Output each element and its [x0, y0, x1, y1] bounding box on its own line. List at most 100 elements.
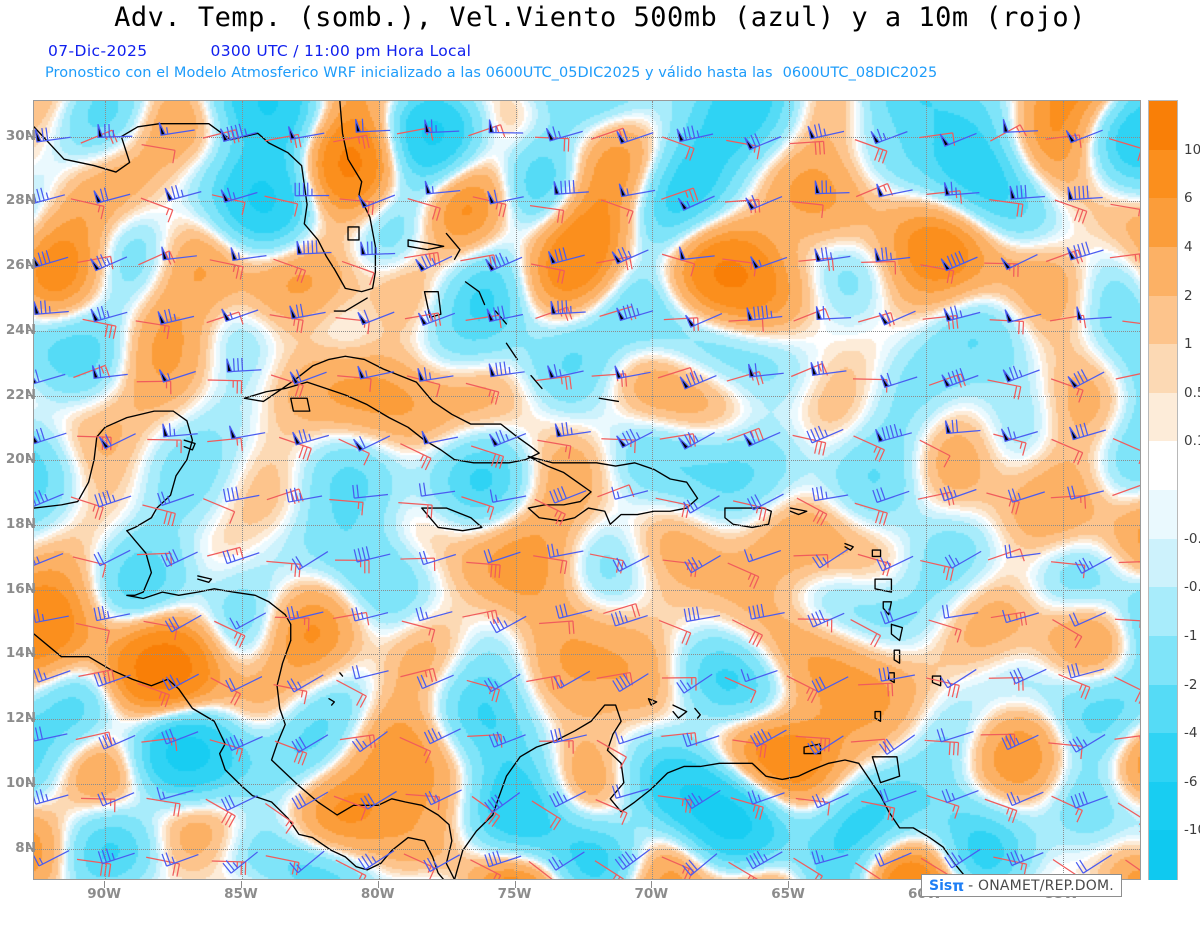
wind-barb-500mb: [34, 187, 66, 204]
colorbar-tick-label: 2: [1184, 287, 1193, 304]
wind-barb-10m: [726, 371, 764, 386]
wind-barb-500mb: [219, 123, 257, 142]
wind-barb-500mb: [229, 612, 267, 630]
wind-barb-500mb: [1007, 488, 1045, 503]
wind-barb-10m: [1114, 618, 1140, 628]
wind-barb-500mb: [291, 551, 329, 571]
wind-barb-500mb: [93, 606, 131, 622]
wind-barb-10m: [1118, 561, 1140, 564]
coastline-stkitts: [844, 542, 854, 551]
latitude-tick: [27, 653, 34, 655]
wind-barb-500mb: [807, 123, 845, 140]
wind-barb-500mb: [684, 789, 721, 810]
wind-barb-500mb: [872, 487, 910, 503]
wind-barb-500mb: [97, 123, 133, 138]
wind-barb-10m: [335, 859, 367, 879]
wind-barb-500mb: [351, 731, 388, 753]
wind-barb-10m: [211, 194, 246, 216]
wind-barb-500mb: [161, 246, 197, 261]
wind-barb-10m: [727, 562, 760, 589]
wind-barb-10m: [1112, 438, 1140, 465]
wind-barb-10m: [274, 740, 308, 766]
wind-barb-500mb: [1000, 254, 1038, 271]
wind-barb-10m: [274, 616, 310, 632]
wind-barb-10m: [142, 504, 176, 527]
wind-barb-500mb: [878, 666, 915, 682]
wind-barb-500mb: [484, 850, 522, 868]
wind-barb-10m: [727, 427, 765, 443]
latitude-tick: [27, 394, 34, 396]
wind-barb-500mb: [745, 850, 783, 870]
wind-barb-10m: [205, 798, 236, 828]
wind-barb-10m: [603, 603, 641, 618]
graticule-line: [34, 266, 1140, 268]
wind-barb-10m: [661, 136, 695, 161]
wind-barb-500mb: [611, 486, 649, 500]
wind-barb-500mb: [554, 422, 591, 438]
wind-barb-500mb: [682, 853, 718, 876]
longitude-tick: [104, 881, 106, 888]
wind-barb-10m: [207, 379, 243, 394]
colorbar-band: [1149, 830, 1177, 880]
wind-barb-10m: [661, 732, 698, 746]
wind-barb-10m: [146, 856, 181, 877]
wind-barb-10m: [333, 795, 367, 821]
wind-barb-500mb: [611, 784, 649, 799]
coastline-bahamas-grand: [407, 239, 445, 251]
latitude-tick: [27, 588, 34, 590]
colorbar[interactable]: [1148, 100, 1178, 880]
map-plot-area[interactable]: [33, 100, 1141, 880]
wind-barb-500mb: [1002, 119, 1038, 133]
wind-barb-10m: [338, 438, 370, 466]
colorbar-tick-label: -1: [1184, 627, 1198, 644]
coastline-bahamas-abaco: [445, 232, 461, 260]
wind-barb-500mb: [161, 728, 199, 745]
wind-barb-10m: [920, 559, 954, 581]
wind-barb-500mb: [164, 184, 202, 202]
longitude-tick: [514, 881, 516, 888]
wind-barb-500mb: [351, 665, 389, 680]
wind-barb-10m: [399, 736, 432, 764]
wind-barb-10m: [1108, 138, 1140, 161]
colorbar-tick-label: -6: [1184, 773, 1198, 790]
wind-barb-500mb: [487, 189, 524, 205]
wind-barb-500mb: [610, 610, 648, 627]
wind-barb-10m: [918, 132, 956, 146]
wind-barb-500mb: [286, 674, 324, 693]
wind-barb-10m: [333, 134, 370, 149]
wind-barb-10m: [137, 682, 171, 708]
colorbar-band: [1149, 490, 1177, 540]
wind-barb-10m: [462, 609, 499, 624]
wind-barb-500mb: [550, 728, 587, 744]
wind-barb-500mb: [614, 848, 651, 870]
wind-barb-500mb: [880, 608, 918, 625]
wind-barb-500mb: [222, 486, 260, 503]
colorbar-tick-label: -10: [1184, 822, 1200, 839]
graticule-line: [515, 101, 517, 879]
latitude-label: 10N: [5, 774, 36, 791]
wind-barb-500mb: [941, 788, 979, 804]
wind-barb-500mb: [285, 487, 323, 503]
wind-barb-10m: [793, 554, 829, 568]
wind-barb-500mb: [423, 728, 461, 745]
colorbar-band: [1149, 684, 1177, 734]
coastline-antigua: [871, 549, 882, 558]
wind-barb-10m: [855, 862, 882, 879]
graticule-line: [34, 460, 1140, 462]
wind-barb-10m: [136, 380, 172, 395]
graticule-line: [789, 101, 791, 879]
wind-barb-500mb: [746, 493, 784, 511]
wind-barb-10m: [203, 498, 236, 524]
wind-barb-overlay: [34, 118, 1140, 879]
longitude-label: 90W: [87, 886, 121, 902]
coastline-barbados: [931, 675, 942, 687]
figure-header: Adv. Temp. (somb.), Vel.Viento 500mb (az…: [0, 0, 1200, 96]
wind-barb-500mb: [34, 608, 69, 624]
wind-barb-500mb: [1068, 611, 1106, 627]
wind-barb-10m: [401, 620, 436, 643]
wind-barb-500mb: [814, 246, 851, 263]
wind-barb-10m: [400, 667, 438, 683]
wind-barb-10m: [140, 197, 174, 223]
wind-barb-500mb: [289, 369, 327, 385]
wind-barb-10m: [82, 318, 117, 339]
